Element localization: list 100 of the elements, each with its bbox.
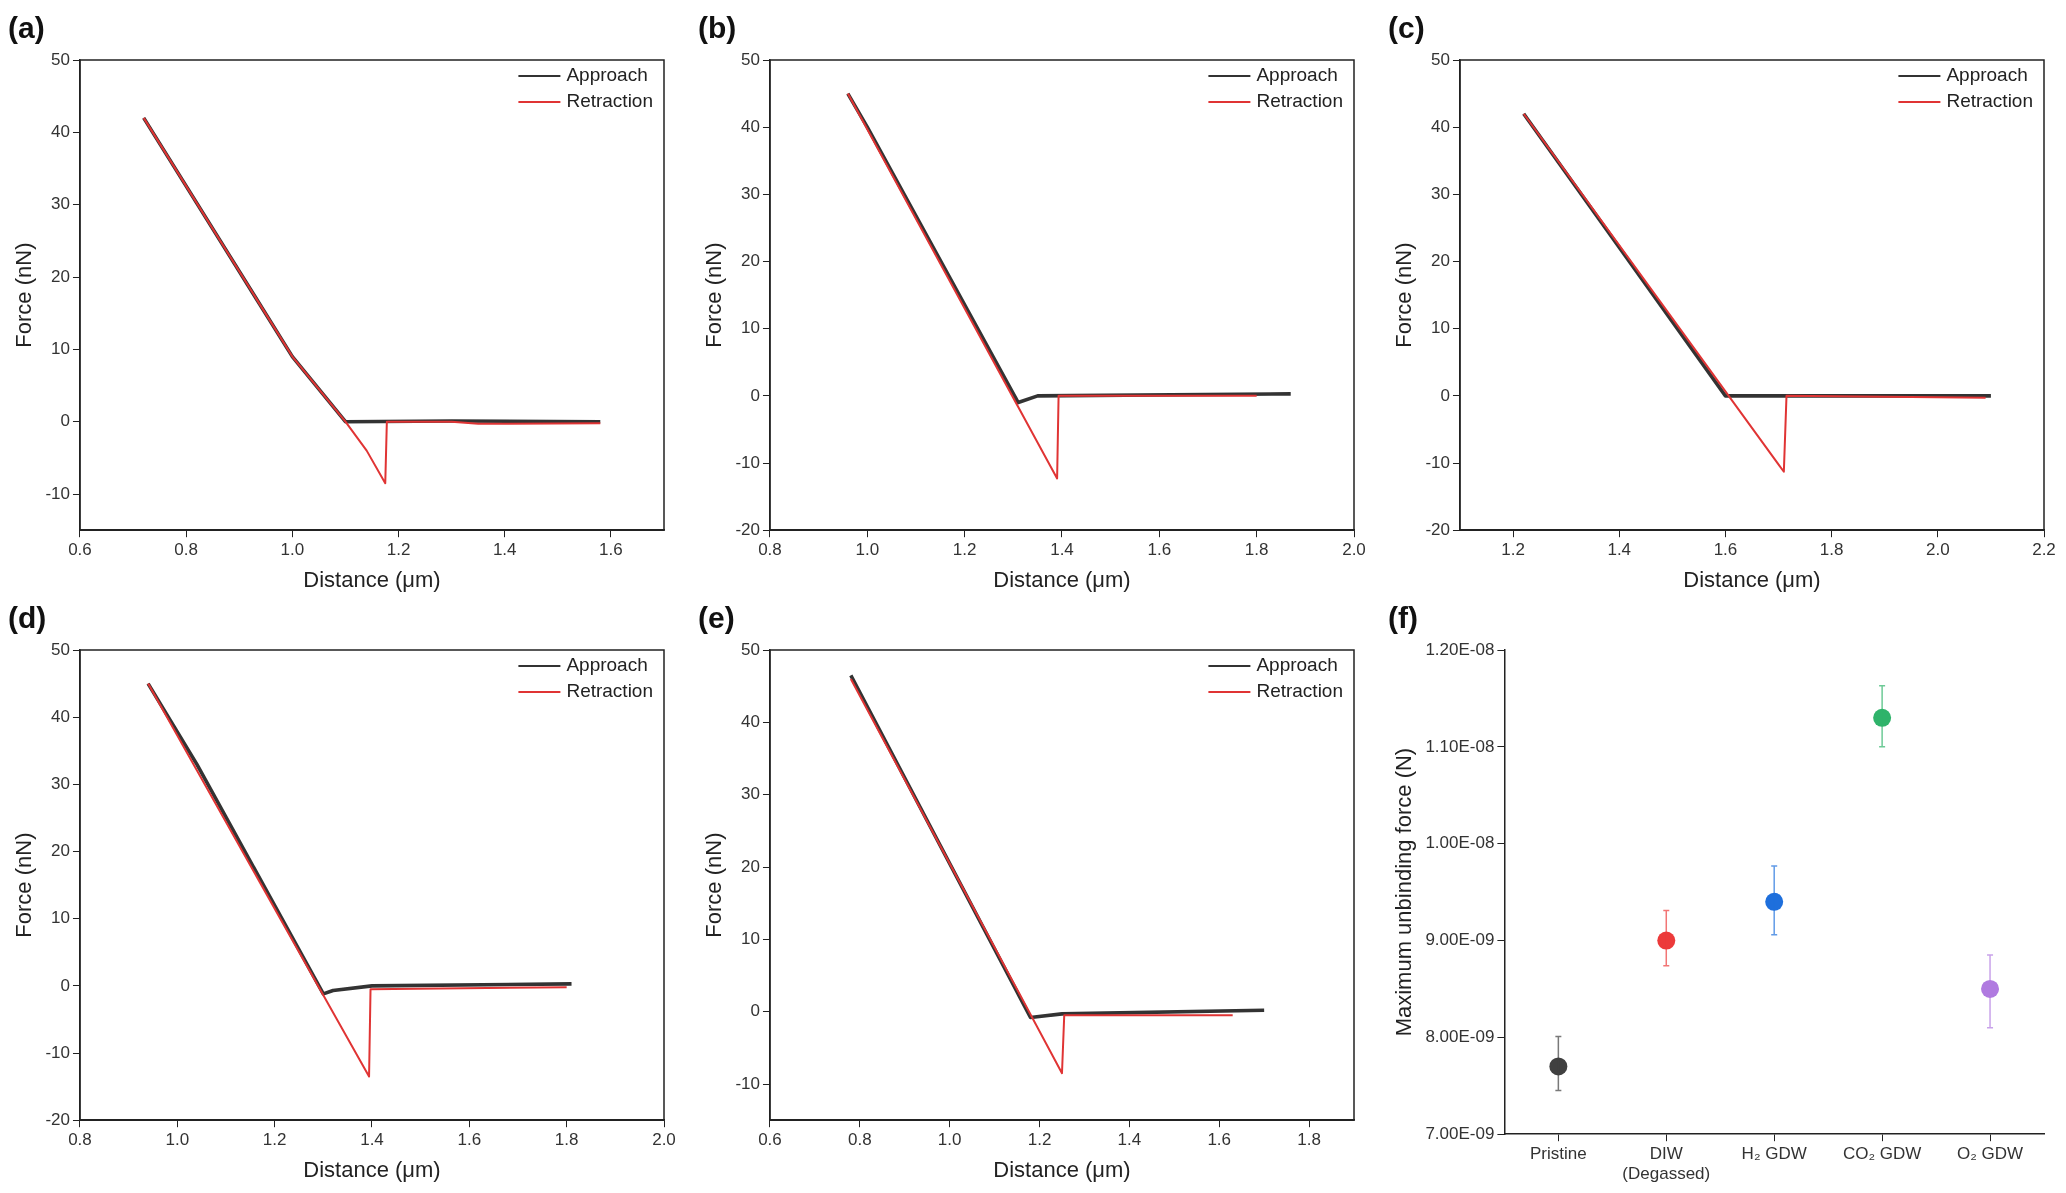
x-axis-title: Distance (μm) xyxy=(303,566,441,592)
x-tick-label: 1.6 xyxy=(1207,1130,1232,1150)
y-tick-label: 8.00E-09 xyxy=(1425,1027,1495,1047)
y-tick-label: 20 xyxy=(741,251,760,271)
x-tick-label: O₂ GDW xyxy=(1956,1144,2024,1164)
x-tick-label: 1.4 xyxy=(1117,1130,1142,1150)
y-tick-label: 10 xyxy=(51,339,70,359)
y-tick-label: 30 xyxy=(51,194,70,214)
legend-label: Approach xyxy=(1256,654,1338,676)
x-tick-label: CO₂ GDW xyxy=(1842,1144,1922,1164)
x-tick-label: 1.2 xyxy=(1027,1130,1052,1150)
legend-label: Retraction xyxy=(1946,90,2034,112)
chart-title: (c) xyxy=(1388,11,1425,45)
x-tick-label: 0.8 xyxy=(758,540,782,560)
x-tick-label: DIW (Degassed) xyxy=(1622,1144,1711,1184)
x-tick-label: Pristine xyxy=(1530,1144,1587,1164)
y-tick-label: -10 xyxy=(1425,452,1450,472)
x-tick-label: H₂ GDW xyxy=(1741,1144,1807,1164)
legend-label: Approach xyxy=(566,64,648,86)
y-tick-label: 20 xyxy=(1431,251,1450,271)
x-tick-label: 1.0 xyxy=(855,540,880,560)
y-tick-label: 50 xyxy=(741,639,760,659)
x-tick-label: 1.8 xyxy=(1819,540,1844,560)
y-tick-label: -20 xyxy=(45,1109,70,1129)
y-tick-label: 40 xyxy=(741,116,760,136)
x-tick-label: 1.0 xyxy=(165,1130,190,1150)
y-tick-label: 50 xyxy=(1431,49,1450,69)
y-tick-label: 30 xyxy=(741,784,760,804)
chart-title: (f) xyxy=(1388,601,1418,635)
x-tick-label: 1.2 xyxy=(952,540,977,560)
y-tick-label: 40 xyxy=(1431,116,1450,136)
legend-label: Retraction xyxy=(1256,90,1344,112)
x-tick-label: 1.8 xyxy=(554,1130,579,1150)
x-tick-label: 1.8 xyxy=(1244,540,1269,560)
chart-title: (d) xyxy=(8,601,47,635)
x-tick-label: 1.6 xyxy=(599,540,623,560)
x-axis-title: Distance (μm) xyxy=(993,566,1131,592)
x-tick-label: 1.8 xyxy=(1297,1130,1321,1150)
y-tick-label: 10 xyxy=(51,908,70,928)
y-axis-title: Force (nN) xyxy=(11,832,37,938)
x-tick-label: 1.2 xyxy=(262,1130,287,1150)
x-tick-label: 1.4 xyxy=(492,540,517,560)
y-tick-label: 20 xyxy=(51,841,70,861)
y-tick-label: 7.00E-09 xyxy=(1425,1123,1495,1143)
y-tick-label: 0 xyxy=(60,975,70,995)
y-axis-title: Force (nN) xyxy=(11,242,37,348)
y-axis-title: Force (nN) xyxy=(701,832,727,938)
y-tick-label: 20 xyxy=(51,266,70,286)
x-tick-label: 1.0 xyxy=(280,540,305,560)
y-tick-label: -10 xyxy=(45,1042,70,1062)
legend-label: Retraction xyxy=(566,680,654,702)
x-tick-label: 0.8 xyxy=(174,540,198,560)
x-tick-label: 1.2 xyxy=(386,540,411,560)
y-tick-label: 40 xyxy=(741,712,760,732)
y-tick-label: 1.10E-08 xyxy=(1425,736,1495,756)
x-tick-label: 2.0 xyxy=(1925,540,1950,560)
x-axis-title: Distance (μm) xyxy=(993,1156,1131,1182)
legend-label: Retraction xyxy=(566,90,654,112)
y-tick-label: 9.00E-09 xyxy=(1425,930,1495,950)
y-axis-title: Maximum unbinding force (N) xyxy=(1391,747,1417,1037)
y-tick-label: -20 xyxy=(1425,519,1450,539)
y-tick-label: 30 xyxy=(1431,184,1450,204)
x-tick-label: 1.4 xyxy=(1050,540,1074,560)
y-tick-label: 0 xyxy=(60,411,70,431)
y-tick-label: 0 xyxy=(750,1001,760,1021)
y-tick-label: 10 xyxy=(1431,318,1450,338)
y-tick-label: -10 xyxy=(45,483,70,503)
x-tick-label: 1.0 xyxy=(937,1130,962,1150)
chart-title: (e) xyxy=(698,601,735,635)
legend-label: Approach xyxy=(1256,64,1338,86)
x-tick-label: 1.2 xyxy=(1501,540,1525,560)
x-tick-label: 1.6 xyxy=(1713,540,1738,560)
x-tick-label: 1.4 xyxy=(1607,540,1632,560)
x-tick-label: 1.6 xyxy=(1147,540,1172,560)
x-tick-label: 0.6 xyxy=(758,1130,782,1150)
y-tick-label: 10 xyxy=(741,318,760,338)
y-tick-label: 50 xyxy=(51,49,70,69)
y-tick-label: 30 xyxy=(741,184,760,204)
y-axis-title: Force (nN) xyxy=(1391,242,1417,348)
x-tick-label: 0.6 xyxy=(68,540,92,560)
x-tick-label: 0.8 xyxy=(68,1130,92,1150)
y-tick-label: -10 xyxy=(735,1073,760,1093)
x-tick-label: 2.0 xyxy=(652,1130,676,1150)
y-tick-label: 40 xyxy=(51,706,70,726)
x-tick-label: 2.2 xyxy=(2032,540,2056,560)
legend-label: Retraction xyxy=(1256,680,1344,702)
y-tick-label: 20 xyxy=(741,856,760,876)
x-tick-label: 0.8 xyxy=(848,1130,872,1150)
chart-title: (a) xyxy=(8,11,45,45)
y-tick-label: -20 xyxy=(735,519,760,539)
y-tick-label: 40 xyxy=(51,122,70,142)
y-tick-label: 1.20E-08 xyxy=(1425,639,1495,659)
y-tick-label: 1.00E-08 xyxy=(1425,833,1495,853)
y-tick-label: 30 xyxy=(51,774,70,794)
x-tick-label: 1.6 xyxy=(457,1130,482,1150)
y-axis-title: Force (nN) xyxy=(701,242,727,348)
x-tick-label: 2.0 xyxy=(1342,540,1366,560)
y-tick-label: 50 xyxy=(741,49,760,69)
y-tick-label: -10 xyxy=(735,452,760,472)
y-tick-label: 0 xyxy=(750,385,760,405)
